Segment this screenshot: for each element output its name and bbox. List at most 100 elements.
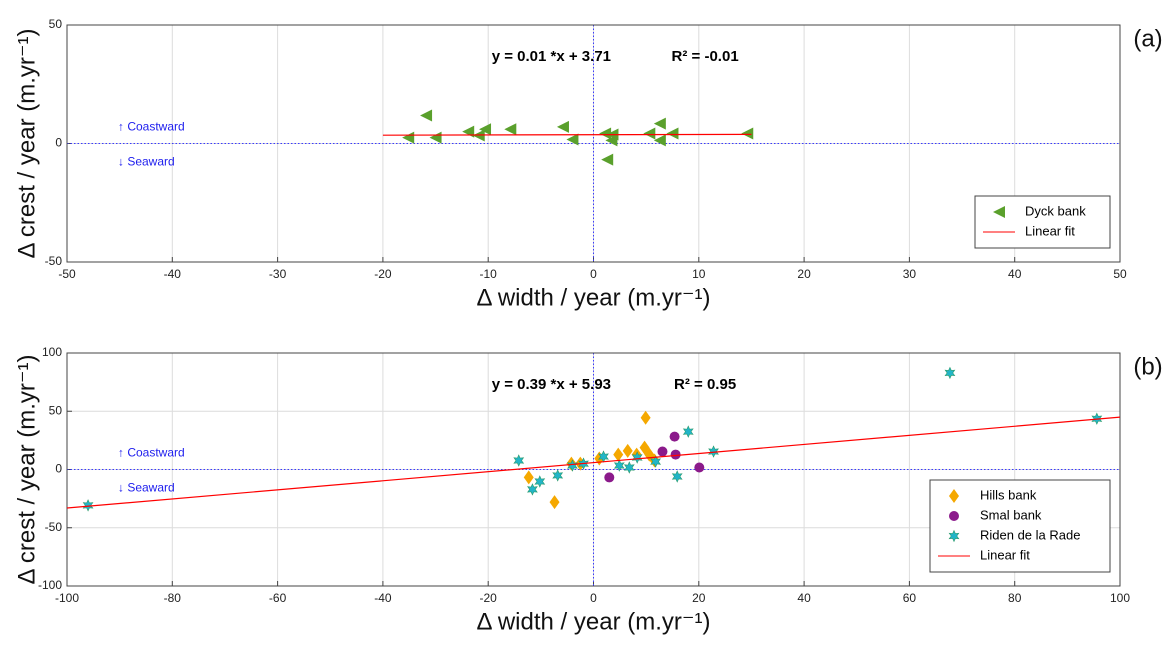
legend-label: Riden de la Rade xyxy=(980,527,1080,542)
marker xyxy=(613,459,625,472)
marker xyxy=(657,446,668,457)
x-tick-label: 50 xyxy=(1113,267,1127,281)
x-tick-label: -20 xyxy=(480,591,498,605)
panel-label: (b) xyxy=(1133,353,1162,380)
marker xyxy=(556,120,569,133)
fit-line xyxy=(66,416,1121,509)
fit-line xyxy=(382,133,752,136)
x-tick-label: 0 xyxy=(590,267,597,281)
x-tick-label: -50 xyxy=(58,267,76,281)
marker xyxy=(613,447,624,462)
marker xyxy=(666,127,679,140)
marker xyxy=(640,410,651,425)
marker xyxy=(653,134,666,147)
marker xyxy=(653,117,666,130)
marker xyxy=(513,454,525,467)
y-axis-label: Δ crest / year (m.yr⁻¹) xyxy=(13,354,40,584)
marker xyxy=(671,470,683,483)
x-tick-label: 40 xyxy=(797,591,811,605)
marker xyxy=(479,123,492,136)
marker xyxy=(534,475,546,488)
marker xyxy=(527,483,538,496)
marker xyxy=(523,470,534,485)
x-tick-label: -40 xyxy=(374,591,392,605)
marker xyxy=(420,109,433,122)
legend-swatch xyxy=(993,206,1005,218)
marker xyxy=(643,127,656,140)
marker xyxy=(552,469,564,482)
legend-swatch xyxy=(948,529,960,543)
y-tick-label: -50 xyxy=(45,520,63,534)
marker xyxy=(650,455,662,468)
y-tick-label: 50 xyxy=(49,17,63,31)
legend-box xyxy=(974,195,1111,249)
x-tick-label: 60 xyxy=(903,591,917,605)
legend-label: Dyck bank xyxy=(1025,203,1086,218)
legend: Hills bank Smal bank Riden de la Rade Linea… xyxy=(929,479,1111,573)
x-tick-label: 40 xyxy=(1008,267,1022,281)
annotation: ↑ Coastward xyxy=(118,446,185,460)
legend-label: Hills bank xyxy=(980,487,1037,502)
equation: y = 0.01 *x + 3.71 xyxy=(492,48,611,65)
marker xyxy=(605,134,618,147)
x-tick-label: -100 xyxy=(55,591,79,605)
marker xyxy=(504,123,517,136)
marker xyxy=(549,495,560,510)
legend-swatch xyxy=(949,489,959,503)
annotation: ↓ Seaward xyxy=(118,481,175,495)
x-tick-label: 100 xyxy=(1110,591,1130,605)
legend-box xyxy=(929,479,1111,573)
marker xyxy=(670,449,681,460)
marker xyxy=(944,366,956,380)
x-tick-label: -30 xyxy=(269,267,287,281)
x-axis-label: Δ width / year (m.yr⁻¹) xyxy=(476,284,710,311)
marker xyxy=(604,472,615,483)
marker xyxy=(682,425,694,438)
x-tick-label: 30 xyxy=(903,267,917,281)
equation: y = 0.39 *x + 5.93 xyxy=(492,376,611,393)
legend-swatch xyxy=(949,511,959,521)
marker xyxy=(708,445,719,458)
marker xyxy=(741,127,754,140)
legend: Dyck bank Linear fit xyxy=(974,195,1111,249)
x-tick-label: 20 xyxy=(692,591,706,605)
x-axis-label: Δ width / year (m.yr⁻¹) xyxy=(476,608,710,635)
annotation: ↓ Seaward xyxy=(118,155,175,169)
r-squared: R² = -0.01 xyxy=(672,48,739,65)
x-tick-label: 80 xyxy=(1008,591,1022,605)
y-tick-label: -100 xyxy=(38,578,62,592)
x-tick-label: -60 xyxy=(269,591,287,605)
marker xyxy=(82,499,94,512)
annotation: ↑ Coastward xyxy=(118,120,185,134)
marker xyxy=(623,461,635,474)
x-tick-label: -10 xyxy=(480,267,498,281)
y-tick-label: -50 xyxy=(45,254,63,268)
y-tick-label: 0 xyxy=(55,462,62,476)
marker xyxy=(566,133,579,146)
plot-frame xyxy=(66,352,1121,587)
legend-label: Smal bank xyxy=(980,507,1042,522)
marker xyxy=(599,127,612,140)
legend-label: Linear fit xyxy=(980,547,1030,562)
y-tick-label: 0 xyxy=(55,136,62,150)
marker xyxy=(622,443,633,458)
y-tick-label: 100 xyxy=(42,345,62,359)
y-tick-label: 50 xyxy=(49,403,63,417)
x-tick-label: -40 xyxy=(164,267,182,281)
marker xyxy=(567,459,578,472)
plot-frame xyxy=(66,24,1121,263)
marker xyxy=(601,153,614,166)
marker xyxy=(694,462,705,473)
r-squared: R² = 0.95 xyxy=(674,376,736,393)
x-tick-label: 10 xyxy=(692,267,706,281)
marker xyxy=(669,431,680,442)
x-tick-label: -80 xyxy=(164,591,182,605)
x-tick-label: 20 xyxy=(797,267,811,281)
x-tick-label: 0 xyxy=(590,591,597,605)
legend-label: Linear fit xyxy=(1025,223,1075,238)
panel-label: (a) xyxy=(1133,25,1162,52)
y-axis-label: Δ crest / year (m.yr⁻¹) xyxy=(13,28,40,258)
x-tick-label: -20 xyxy=(374,267,392,281)
marker xyxy=(631,451,643,464)
